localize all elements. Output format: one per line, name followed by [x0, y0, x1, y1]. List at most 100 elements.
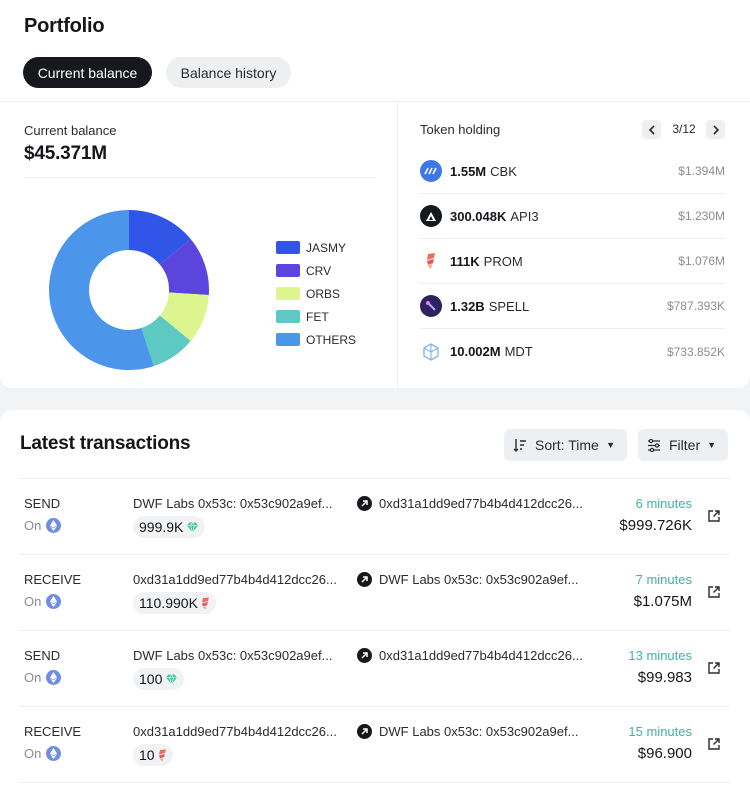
cbk-icon — [420, 160, 442, 182]
tx-from-address[interactable]: 0xd31a1dd9ed77b4b4d412dcc26... — [133, 572, 337, 587]
filter-icon — [647, 438, 661, 452]
tx-amount-pill: 999.9K — [133, 516, 206, 538]
tx-amount: 100 — [139, 671, 163, 687]
tab-balance-history[interactable]: Balance history — [166, 57, 291, 88]
token-row[interactable]: 10.002M MDT $733.852K — [420, 329, 725, 374]
sort-label: Sort: Time — [535, 437, 599, 453]
external-link-icon[interactable] — [707, 585, 721, 599]
legend-item-others: OTHERS — [276, 328, 356, 351]
tx-usd-value: $96.900 — [637, 745, 692, 762]
legend-swatch — [276, 241, 300, 254]
token-value: $1.230M — [678, 209, 725, 223]
spell-icon — [420, 295, 442, 317]
transactions-title: Latest transactions — [20, 433, 191, 454]
tx-time: 15 minutes — [628, 724, 692, 739]
tx-to-address[interactable]: DWF Labs 0x53c: 0x53c902a9ef... — [379, 572, 579, 587]
token-amount: 111K — [450, 253, 480, 269]
external-link-icon[interactable] — [707, 661, 721, 675]
pager-prev-button[interactable] — [642, 120, 661, 139]
donut-slice-orbs[interactable] — [159, 292, 209, 341]
transactions-card — [0, 410, 750, 787]
tx-type: SEND — [24, 496, 61, 511]
tx-from-address[interactable]: DWF Labs 0x53c: 0x53c902a9ef... — [133, 648, 333, 663]
balance-donut-chart — [48, 210, 209, 370]
caret-down-icon: ▼ — [606, 440, 615, 450]
tx-from-address[interactable]: 0xd31a1dd9ed77b4b4d412dcc26... — [133, 724, 337, 739]
token-value: $733.852K — [666, 344, 725, 359]
tx-usd-value: $99.983 — [637, 669, 692, 686]
token-amount: 1.55M — [450, 163, 487, 179]
legend-swatch — [276, 264, 300, 277]
tx-chain: On — [24, 746, 62, 761]
donut-slice-fet[interactable] — [141, 315, 191, 367]
balance-label: Current balance — [24, 123, 117, 138]
donut-slice-others[interactable] — [48, 210, 154, 370]
tx-chain-label: On — [24, 670, 42, 685]
token-amount: 1.32B — [450, 298, 485, 314]
legend-label: FET — [306, 309, 329, 324]
transaction-row[interactable]: SEND On DWF Labs 0x53c: 0x53c902a9ef... 0xd… — [20, 479, 730, 555]
token-row[interactable]: 111K PROM $1.076M — [420, 239, 725, 284]
tx-chain: On — [24, 594, 62, 609]
tx-usd-value: $999.726K — [619, 517, 692, 534]
tx-amount: 110.990K — [139, 595, 198, 611]
legend-label: JASMY — [306, 240, 347, 255]
pager-count: 3/12 — [672, 122, 696, 136]
token-symbol: API3 — [510, 208, 539, 224]
ethereum-icon — [46, 594, 62, 609]
caret-down-icon: ▼ — [707, 440, 716, 450]
tx-to-address[interactable]: DWF Labs 0x53c: 0x53c902a9ef... — [379, 724, 579, 739]
tx-to-address[interactable]: 0xd31a1dd9ed77b4b4d412dcc26... — [379, 648, 583, 663]
legend-swatch — [276, 333, 300, 346]
token-row[interactable]: 1.32B SPELL $787.393K — [420, 284, 725, 329]
diamond-token-icon — [186, 521, 199, 533]
transaction-row[interactable]: RECEIVE On 0xd31a1dd9ed77b4b4d412dcc26... D… — [20, 555, 730, 631]
token-row[interactable]: 300.048K API3 $1.230M — [420, 194, 725, 239]
tx-time: 13 minutes — [628, 648, 692, 663]
tx-chain-label: On — [24, 746, 42, 761]
token-symbol: SPELL — [488, 298, 530, 314]
legend-label: OTHERS — [306, 332, 357, 347]
token-value: $787.393K — [666, 299, 725, 313]
tab-current-balance[interactable]: Current balance — [23, 57, 152, 88]
token-row[interactable]: 1.55M CBK $1.394M — [420, 149, 725, 194]
token-holding-title: Token holding — [420, 122, 501, 137]
sort-button[interactable]: Sort: Time ▼ — [504, 429, 627, 461]
ethereum-icon — [46, 518, 62, 533]
transaction-row[interactable]: RECEIVE On 0xd31a1dd9ed77b4b4d412dcc26... D… — [20, 707, 730, 783]
pager-next-button[interactable] — [706, 120, 725, 139]
legend-item-crv: CRV — [276, 259, 356, 282]
token-value: $1.394M — [678, 164, 725, 178]
tx-time: 6 minutes — [635, 496, 692, 511]
external-link-icon[interactable] — [707, 509, 721, 523]
tx-to-address[interactable]: 0xd31a1dd9ed77b4b4d412dcc26... — [379, 496, 583, 511]
tx-amount-pill: 100 — [133, 668, 185, 690]
tx-type: RECEIVE — [24, 572, 82, 587]
transaction-row[interactable]: SEND On DWF Labs 0x53c: 0x53c902a9ef... 0xd… — [20, 631, 730, 707]
balance-value: $45.371M — [24, 143, 107, 164]
page-title: Portfolio — [24, 15, 105, 37]
ethereum-icon — [46, 746, 62, 761]
arrow-up-right-icon — [357, 724, 372, 739]
arrow-up-right-icon — [357, 648, 372, 663]
tx-type: RECEIVE — [24, 724, 82, 739]
tx-amount: 10 — [139, 747, 155, 763]
sort-icon — [513, 438, 527, 452]
tx-time: 7 minutes — [635, 572, 692, 587]
token-symbol: CBK — [490, 163, 517, 179]
donut-slice-jasmy[interactable] — [129, 210, 191, 265]
legend-item-jasmy: JASMY — [276, 236, 356, 259]
tx-amount-pill: 10 — [133, 744, 173, 766]
tx-chain-label: On — [24, 518, 42, 533]
divider — [397, 102, 398, 388]
external-link-icon[interactable] — [707, 737, 721, 751]
tx-usd-value: $1.075M — [633, 593, 692, 610]
ethereum-icon — [46, 670, 62, 685]
prom-icon — [420, 250, 442, 272]
filter-label: Filter — [669, 437, 701, 453]
tx-from-address[interactable]: DWF Labs 0x53c: 0x53c902a9ef... — [133, 496, 333, 511]
arrow-up-right-icon — [357, 572, 372, 587]
donut-slice-crv[interactable] — [159, 239, 209, 296]
diamond-token-icon — [165, 673, 178, 685]
filter-button[interactable]: Filter ▼ — [638, 429, 728, 461]
